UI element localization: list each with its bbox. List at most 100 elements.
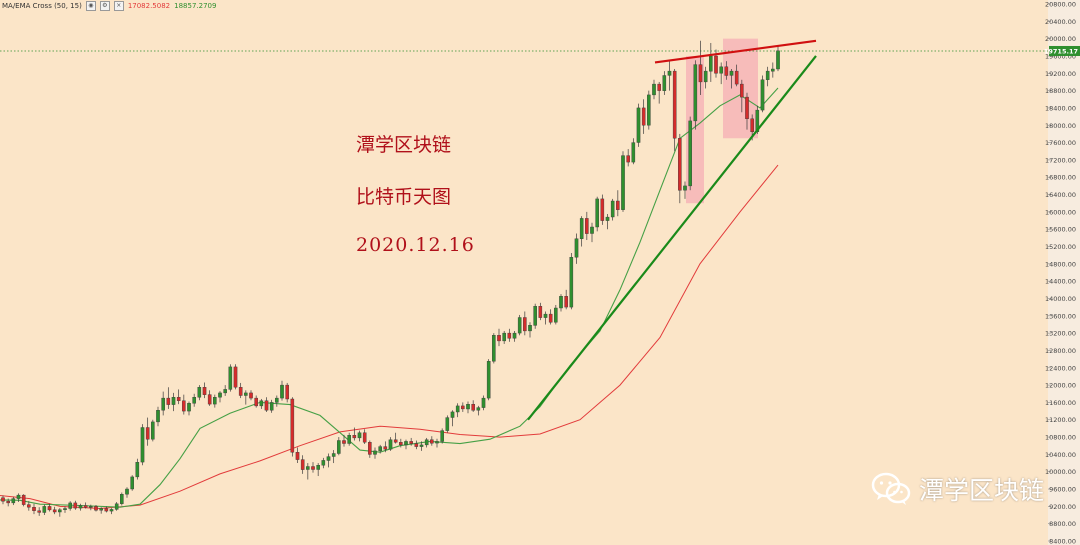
watermark: 潭学区块链 (871, 471, 1044, 507)
candle-body (399, 442, 403, 446)
candle-body (455, 405, 460, 413)
axis-tick-label: 10800.00 (1045, 434, 1076, 442)
candle-body (63, 508, 67, 510)
candle-body (719, 66, 723, 74)
visibility-toggle-icon[interactable]: ◉ (85, 1, 96, 11)
candle-body (58, 509, 62, 513)
candle-body (109, 509, 114, 512)
candle-body (610, 200, 615, 218)
candle-body (507, 332, 512, 339)
candle-body (104, 508, 109, 512)
candle-body (119, 494, 124, 504)
candle-body (466, 404, 470, 410)
axis-tick-label: 14800.00 (1045, 260, 1076, 268)
axis-tick-label: 8800.00 (1049, 520, 1076, 528)
axis-tick-label: 14400.00 (1045, 278, 1076, 286)
axis-tick-label: 20800.00 (1045, 1, 1076, 9)
candle-body (688, 120, 692, 187)
candle-body (481, 397, 486, 408)
ema-line (0, 87, 779, 508)
candle-body (181, 400, 186, 412)
axis-tick-label: 10000.00 (1045, 468, 1076, 476)
axis-tick-label: 16000.00 (1045, 208, 1076, 216)
candle-body (342, 440, 346, 444)
support-trendline (527, 55, 817, 421)
candle-body (548, 313, 553, 323)
candle-body (621, 155, 625, 210)
candle-body (703, 70, 708, 83)
candle-body (709, 55, 713, 72)
candle-body (16, 494, 21, 499)
candle-body (27, 504, 31, 508)
candle-body (145, 427, 150, 440)
candle-body (585, 218, 589, 234)
candle-body (430, 439, 434, 444)
candle-body (517, 317, 522, 334)
candle-body (1, 497, 5, 502)
candle-body (404, 441, 408, 446)
candle-body (331, 453, 336, 457)
wechat-icon (871, 472, 911, 505)
candle-body (114, 503, 119, 510)
candle-body (362, 432, 367, 443)
candle-body (678, 138, 682, 191)
candle-body (249, 392, 253, 399)
candle-body (388, 439, 393, 450)
axis-tick-label: 9600.00 (1049, 486, 1076, 494)
axis-tick-label: 12800.00 (1045, 347, 1076, 355)
candle-body (647, 94, 651, 126)
candle-body (37, 510, 41, 513)
candle-body (269, 402, 274, 411)
candle-body (574, 238, 579, 258)
candle-body (218, 392, 222, 398)
axis-tick-label: 19600.00 (1045, 53, 1076, 61)
candle-body (590, 226, 594, 234)
candle-body (68, 502, 72, 509)
candle-body (280, 384, 284, 399)
candle-body (125, 488, 129, 495)
candle-body (352, 435, 357, 439)
candle-body (337, 440, 341, 454)
price-axis-panel[interactable] (1048, 0, 1080, 545)
candle-body (176, 397, 181, 401)
candle-body (243, 392, 248, 396)
ema-value: 18857.2709 (174, 2, 217, 10)
watermark-text: 潭学区块链 (918, 476, 1044, 505)
candle-body (569, 257, 574, 308)
close-icon[interactable]: × (113, 1, 124, 11)
candle-body (714, 55, 718, 74)
candle-body (631, 142, 636, 163)
candle-body (378, 446, 383, 452)
candle-body (734, 70, 739, 85)
axis-tick-label: 18800.00 (1045, 87, 1076, 95)
candle-body (357, 432, 362, 439)
candle-body (368, 442, 372, 455)
candle-body (47, 506, 52, 511)
axis-tick-label: 10400.00 (1045, 451, 1076, 459)
axis-tick-label: 17600.00 (1045, 139, 1076, 147)
candle-body (476, 407, 481, 411)
current-price-tag (1049, 45, 1080, 56)
candle-body (326, 456, 331, 461)
candle-body (42, 506, 47, 513)
candle-body (6, 501, 10, 504)
candle-body (393, 439, 398, 443)
candle-body (73, 502, 78, 509)
candle-body (306, 466, 310, 470)
candle-body (528, 325, 532, 332)
candle-body (693, 64, 698, 122)
candle-body (233, 366, 238, 388)
candle-body (290, 398, 295, 453)
candle-body (140, 427, 145, 463)
candle-body (285, 384, 290, 400)
candle-body (212, 397, 217, 405)
candle-body (373, 450, 377, 455)
candle-body (445, 417, 450, 431)
candle-body (450, 411, 455, 418)
candle-body (440, 430, 445, 442)
candle-body (21, 494, 26, 505)
annotation-title: 潭学区块链 (356, 134, 452, 156)
settings-icon[interactable]: ⚙ (99, 1, 110, 11)
